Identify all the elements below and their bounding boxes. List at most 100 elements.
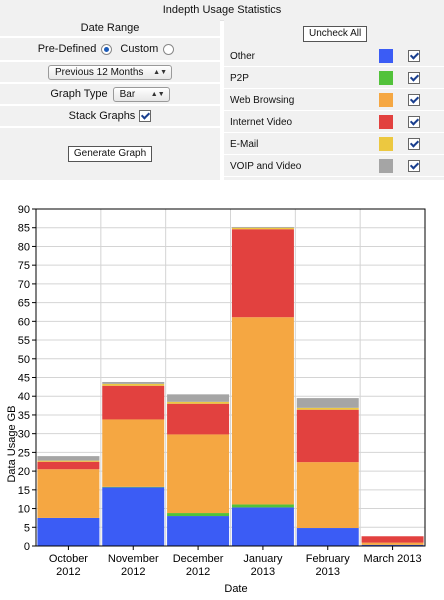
range-mode-row: Pre-Defined Custom	[0, 38, 220, 62]
y-tick-label: 70	[18, 279, 30, 291]
y-tick-label: 65	[18, 298, 30, 310]
updown-arrows-icon: ▲▼	[153, 68, 167, 76]
bar-segment-web-browsing	[361, 542, 424, 545]
y-tick-label: 80	[18, 241, 30, 253]
y-tick-label: 45	[18, 373, 30, 385]
period-row: Previous 12 Months ▲▼	[0, 62, 220, 84]
stack-graphs-row: Stack Graphs	[0, 106, 220, 128]
stack-graphs-label: Stack Graphs	[68, 110, 136, 122]
graph-type-label: Graph Type	[50, 88, 108, 100]
traffic-type-panel: Uncheck All Other P2P Web Browsing Internet…	[224, 20, 444, 180]
predefined-radio[interactable]	[101, 43, 113, 55]
custom-radio[interactable]	[163, 43, 175, 55]
traffic-checkbox-other[interactable]	[408, 50, 420, 62]
y-tick-label: 50	[18, 354, 30, 366]
plot-frame	[35, 208, 426, 547]
y-tick-label: 15	[18, 485, 30, 497]
x-axis-label: Date	[224, 583, 247, 595]
y-tick-label: 90	[18, 204, 30, 216]
traffic-label: Web Browsing	[230, 94, 295, 106]
y-axis-label: Data Usage GB	[6, 405, 18, 482]
y-tick-label: 75	[18, 260, 30, 272]
bar-segment-voip-and-video	[231, 226, 294, 228]
bar-segment-internet-video	[167, 403, 230, 435]
traffic-row-other: Other	[224, 46, 444, 67]
traffic-label: P2P	[230, 72, 249, 84]
bar-segment-web-browsing	[231, 317, 294, 505]
y-tick-label: 25	[18, 447, 30, 459]
traffic-row-voip-and-video: VOIP and Video	[224, 156, 444, 177]
bar-segment-p2p	[102, 486, 165, 488]
y-tick-label: 5	[24, 522, 30, 534]
bar-segment-internet-video	[102, 385, 165, 420]
traffic-label: VOIP and Video	[230, 160, 302, 172]
bar-segment-voip-and-video	[37, 456, 100, 461]
y-tick-label: 30	[18, 429, 30, 441]
bar-segment-voip-and-video	[102, 381, 165, 384]
traffic-row-web-browsing: Web Browsing	[224, 90, 444, 111]
color-swatch	[379, 137, 393, 151]
color-swatch	[379, 115, 393, 129]
bar-segment-web-browsing	[167, 434, 230, 514]
bar-segment-other	[361, 544, 424, 546]
date-range-label: Date Range	[80, 22, 140, 34]
period-select-value: Previous 12 Months	[55, 66, 144, 78]
color-swatch	[379, 93, 393, 107]
graph-type-select[interactable]: Bar ▲▼	[112, 86, 170, 102]
custom-label: Custom	[120, 43, 159, 55]
y-tick-label: 85	[18, 223, 30, 235]
traffic-checkbox-voip-and-video[interactable]	[408, 160, 420, 172]
traffic-row-e-mail: E-Mail	[224, 134, 444, 155]
color-swatch	[379, 159, 393, 173]
traffic-checkbox-internet-video[interactable]	[408, 116, 420, 128]
x-tick-label: December 2012	[173, 553, 224, 578]
bar-segment-e-mail	[231, 227, 294, 230]
bar-segment-e-mail	[167, 401, 230, 404]
bar-segment-other	[231, 507, 294, 546]
traffic-checkbox-e-mail[interactable]	[408, 138, 420, 150]
y-tick-label: 10	[18, 504, 30, 516]
bar-segment-p2p	[231, 504, 294, 508]
y-tick-label: 40	[18, 391, 30, 403]
bar-segment-p2p	[167, 513, 230, 517]
generate-graph-button[interactable]: Generate Graph	[67, 146, 153, 162]
traffic-label: E-Mail	[230, 138, 259, 150]
traffic-checkbox-p2p[interactable]	[408, 72, 420, 84]
color-swatch	[379, 71, 393, 85]
x-tick-label: January 2013	[243, 553, 283, 578]
bar-segment-internet-video	[231, 229, 294, 318]
predefined-label: Pre-Defined	[37, 43, 97, 55]
traffic-checkbox-web-browsing[interactable]	[408, 94, 420, 106]
y-tick-label: 60	[18, 316, 30, 328]
period-select[interactable]: Previous 12 Months ▲▼	[48, 64, 172, 80]
x-tick-label: November 2012	[108, 553, 159, 578]
traffic-label: Internet Video	[230, 116, 293, 128]
bar-segment-e-mail	[296, 407, 359, 410]
bar-segment-internet-video	[37, 461, 100, 470]
bar-segment-web-browsing	[37, 469, 100, 518]
color-swatch	[379, 49, 393, 63]
graph-type-row: Graph Type Bar ▲▼	[0, 84, 220, 106]
bar-segment-internet-video	[296, 409, 359, 463]
bar-segment-other	[37, 517, 100, 546]
bar-segment-web-browsing	[296, 462, 359, 529]
bar-segment-other	[167, 516, 230, 546]
y-tick-label: 55	[18, 335, 30, 347]
traffic-row-internet-video: Internet Video	[224, 112, 444, 133]
traffic-label: Other	[230, 50, 256, 62]
bar-segment-other	[102, 487, 165, 546]
y-tick-label: 0	[24, 541, 30, 553]
bar-segment-other	[296, 528, 359, 546]
bar-segment-e-mail	[37, 460, 100, 462]
panel-title: Indepth Usage Statistics	[0, 0, 444, 21]
generate-row: Generate Graph	[0, 128, 220, 180]
date-range-row: Date Range	[0, 20, 220, 38]
x-tick-label: February 2013	[306, 553, 351, 578]
graph-options-panel: Date Range Pre-Defined Custom Previous 1…	[0, 20, 222, 180]
stack-graphs-checkbox[interactable]	[139, 110, 152, 122]
bar-segment-voip-and-video	[296, 398, 359, 408]
bar-segment-web-browsing	[102, 419, 165, 487]
uncheck-all-button[interactable]: Uncheck All	[303, 26, 368, 42]
y-tick-label: 35	[18, 410, 30, 422]
graph-type-value: Bar	[119, 88, 136, 100]
